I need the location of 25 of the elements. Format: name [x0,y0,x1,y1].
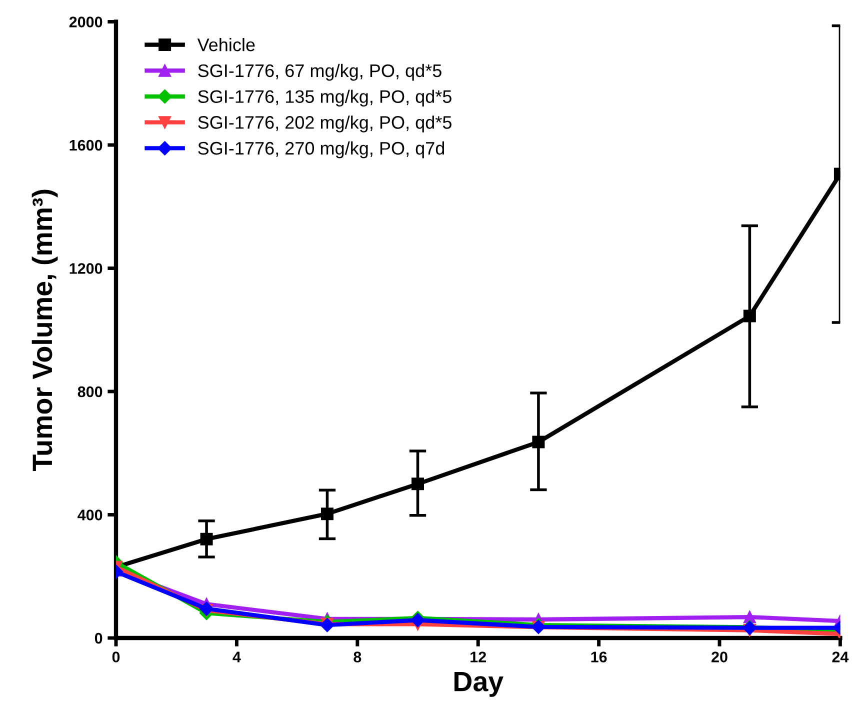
point [200,532,213,546]
x-tick-label: 20 [712,652,728,662]
point [320,508,334,520]
legend-label: SGI-1776, 67 mg/kg, PO, qd*5 [198,64,442,81]
legend-label: SGI-1776, 202 mg/kg, PO, qd*5 [198,116,452,132]
x-tick-label: 0 [112,652,120,662]
x-axis-title: Day [454,672,504,697]
legend-label: SGI-1776, 270 mg/kg, PO, q7d [198,141,444,158]
y-tick-label: 0 [94,632,102,644]
x-tick-label: 4 [232,652,241,662]
x-tick-label: 8 [354,652,362,662]
point [199,602,214,616]
y-axis-title: Tumor Volume, (mm³) [32,190,58,472]
legend-label: Vehicle [197,38,255,52]
y-tick-label: 800 [78,386,102,398]
x-tick-label: 24 [832,652,849,662]
x-tick-label: 12 [470,652,486,662]
y-tick-label: 400 [78,510,102,520]
y-tick-label: 1600 [70,140,102,151]
y-tick-label: 1200 [70,263,102,274]
x-tick-label: 16 [591,652,607,662]
point [532,436,545,448]
legend-label: SGI-1776, 135 mg/kg, PO, qd*5 [198,90,452,107]
y-tick-label: 2000 [69,16,102,28]
point [412,478,424,490]
